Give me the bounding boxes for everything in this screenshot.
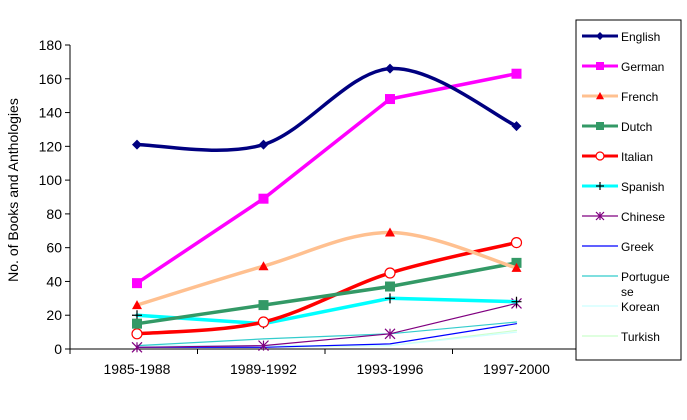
data-point [385, 94, 395, 105]
legend-label: Spanish [621, 180, 664, 194]
series-english [132, 63, 522, 152]
legend: English German French Dutch Italian Spanish Ch… [575, 19, 682, 361]
series-line [135, 66, 519, 152]
y-tick-label: 100 [39, 172, 63, 188]
data-point [595, 211, 605, 221]
y-tick-label: 120 [39, 138, 63, 154]
data-point [132, 310, 142, 321]
data-point [595, 151, 605, 161]
series-french [132, 227, 522, 310]
legend-label: French [621, 90, 658, 104]
x-tick-label: 1989-1992 [230, 361, 297, 377]
legend-item-german: German [582, 60, 664, 74]
legend-label: English [621, 30, 660, 44]
data-point [385, 63, 395, 74]
legend-item-turkish: Turkish [582, 330, 660, 344]
legend-label: Chinese [621, 210, 665, 224]
legend-label: Dutch [621, 120, 652, 134]
y-tick-label: 60 [46, 240, 62, 256]
legend-item-korean: Korean [582, 300, 660, 314]
legend-box [575, 19, 682, 361]
series-line [136, 323, 518, 348]
series-line [135, 240, 519, 336]
legend-label: Greek [621, 240, 655, 254]
series-line [136, 321, 518, 347]
x-tick-label: 1997-2000 [483, 361, 550, 377]
y-tick-label: 20 [46, 307, 62, 323]
legend-label: German [621, 60, 664, 74]
legend-item-portuguese: Portugue se [582, 270, 670, 299]
series-korean [136, 331, 518, 347]
data-point [511, 257, 522, 268]
data-point [384, 267, 396, 279]
legend-item-chinese: Chinese [582, 210, 665, 224]
legend-label: Portugue se [621, 270, 670, 299]
series-line [136, 302, 518, 348]
data-point [258, 340, 269, 352]
data-point [385, 281, 395, 292]
series-greek [136, 323, 518, 348]
data-point [258, 300, 269, 311]
series-line [135, 261, 519, 326]
series-layer [131, 63, 523, 353]
legend-label: Turkish [621, 330, 660, 344]
legend-item-dutch: Dutch [582, 120, 652, 134]
legend-label: Italian [621, 150, 653, 164]
data-point [596, 182, 604, 190]
series-line [136, 331, 518, 347]
data-point [384, 328, 396, 340]
legend-item-italian: Italian [582, 150, 653, 164]
data-point [596, 62, 604, 70]
x-tick-label: 1993-1996 [357, 361, 424, 377]
y-tick-label: 80 [46, 206, 62, 222]
data-point [511, 296, 522, 307]
data-point [510, 237, 523, 249]
data-point [385, 227, 395, 237]
data-point [511, 262, 522, 272]
data-point [385, 293, 395, 304]
axes: 0 20 40 60 80 100 120 140 160 180 1985-1988 1989-19… [39, 37, 581, 377]
legend-item-french: French [582, 90, 658, 104]
data-point [511, 68, 522, 79]
data-point [132, 139, 142, 150]
data-point [258, 193, 269, 204]
data-point [131, 341, 143, 353]
series-portuguese [136, 321, 518, 347]
legend-item-english: English [582, 30, 660, 44]
data-point [131, 328, 143, 340]
data-point [258, 261, 269, 271]
legend-label: Korean [621, 300, 660, 314]
y-tick-label: 0 [54, 341, 62, 357]
series-line [135, 296, 519, 326]
y-tick-label: 160 [39, 71, 63, 87]
series-line [135, 230, 519, 307]
y-axis-label: No. of Books and Anthologies [5, 98, 21, 282]
data-point [596, 32, 604, 40]
series-chinese [131, 297, 522, 353]
x-tick-label: 1985-1988 [104, 361, 171, 377]
legend-item-greek: Greek [582, 240, 655, 254]
data-point [511, 121, 522, 132]
data-point [132, 300, 142, 310]
legend-item-spanish: Spanish [582, 180, 664, 194]
data-point [596, 92, 604, 100]
data-point [132, 318, 142, 329]
y-tick-label: 140 [39, 105, 63, 121]
data-point [596, 122, 604, 130]
series-dutch [132, 257, 522, 329]
series-spanish [132, 293, 522, 329]
data-point [258, 139, 269, 150]
y-tick-label: 180 [39, 37, 63, 53]
data-point [132, 278, 142, 289]
y-tick-label: 40 [46, 273, 62, 289]
data-point [257, 316, 270, 328]
series-italian [131, 237, 523, 340]
